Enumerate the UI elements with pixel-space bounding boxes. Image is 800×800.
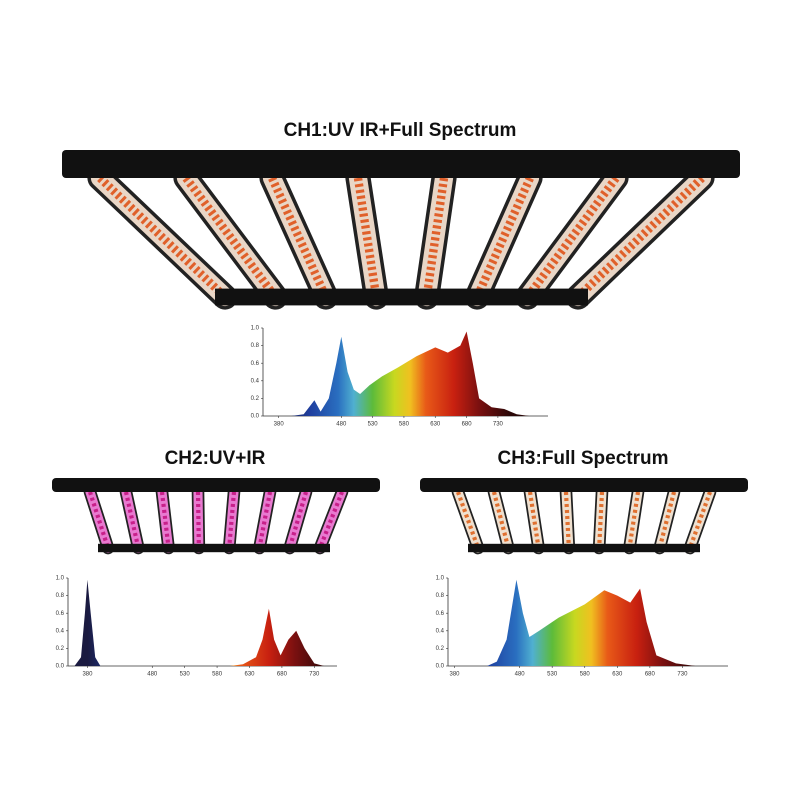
chart-title: CH2:UV+IR (165, 448, 266, 469)
x-tick-label: 480 (336, 422, 347, 428)
x-tick-label: 480 (147, 672, 158, 678)
led-strip (268, 176, 330, 299)
x-tick-label: 530 (368, 422, 379, 428)
led-strip (353, 177, 381, 298)
chart-title: CH1:UV IR+Full Spectrum (284, 120, 517, 141)
light-bar (624, 487, 643, 553)
led-strip (456, 491, 480, 549)
y-tick-label: 0.4 (436, 628, 445, 634)
x-tick-label: 380 (450, 672, 461, 678)
x-tick-label: 580 (399, 422, 410, 428)
light-bar (157, 487, 174, 553)
y-tick-label: 0.8 (436, 593, 445, 599)
x-tick-label: 680 (645, 672, 656, 678)
x-tick-label: 630 (244, 672, 255, 678)
y-tick-label: 1.0 (56, 576, 65, 582)
x-tick-label: 730 (493, 422, 504, 428)
x-tick-label: 630 (430, 422, 441, 428)
x-tick-label: 730 (309, 672, 320, 678)
light-bar (594, 487, 607, 553)
led-strip (491, 491, 511, 549)
top-rail (52, 478, 380, 492)
light-bar (561, 487, 574, 553)
x-tick-label: 580 (212, 672, 223, 678)
led-strip (182, 175, 279, 300)
led-strip (575, 174, 705, 301)
x-tick-label: 480 (515, 672, 526, 678)
y-tick-label: 0.4 (56, 628, 65, 634)
x-tick-label: 530 (180, 672, 191, 678)
y-tick-label: 0.6 (56, 611, 65, 617)
led-strip (318, 491, 344, 549)
light-bar (254, 487, 275, 553)
led-strip (422, 177, 449, 298)
x-tick-label: 630 (612, 672, 623, 678)
top-rail (62, 150, 740, 178)
spectrum-area (291, 331, 530, 416)
bottom-rail (215, 288, 588, 306)
light-bar (525, 487, 544, 553)
x-tick-label: 530 (547, 672, 558, 678)
x-tick-label: 680 (277, 672, 288, 678)
y-tick-label: 0.8 (56, 593, 65, 599)
chart-title: CH3:Full Spectrum (497, 448, 668, 469)
light-bar (224, 487, 239, 553)
y-tick-label: 0.6 (436, 611, 445, 617)
spectrum-area (487, 579, 696, 666)
spectrum-area (74, 579, 324, 666)
y-tick-label: 1.0 (251, 326, 260, 332)
light-bar (121, 487, 143, 553)
y-tick-label: 0.2 (251, 396, 260, 402)
x-tick-label: 680 (462, 422, 473, 428)
x-tick-label: 580 (580, 672, 591, 678)
y-tick-label: 0.0 (436, 664, 445, 670)
x-tick-label: 380 (82, 672, 93, 678)
y-tick-label: 0.6 (251, 361, 260, 367)
led-strip (97, 174, 228, 301)
led-strip (657, 491, 677, 549)
bottom-rail (98, 543, 330, 553)
led-strip (473, 176, 534, 299)
bottom-rail (468, 543, 700, 553)
y-tick-label: 0.8 (251, 343, 260, 349)
led-strip (287, 491, 309, 549)
y-tick-label: 0.2 (436, 646, 445, 652)
led-strip (688, 491, 712, 549)
y-tick-label: 0.4 (251, 378, 260, 384)
x-tick-label: 380 (274, 422, 285, 428)
y-tick-label: 0.0 (56, 664, 65, 670)
led-strip (524, 175, 620, 300)
led-strip (88, 491, 110, 549)
y-tick-label: 0.0 (251, 414, 260, 420)
x-tick-label: 730 (677, 672, 688, 678)
light-bar (193, 487, 204, 553)
y-tick-label: 0.2 (56, 646, 65, 652)
top-rail (420, 478, 748, 492)
y-tick-label: 1.0 (436, 576, 445, 582)
